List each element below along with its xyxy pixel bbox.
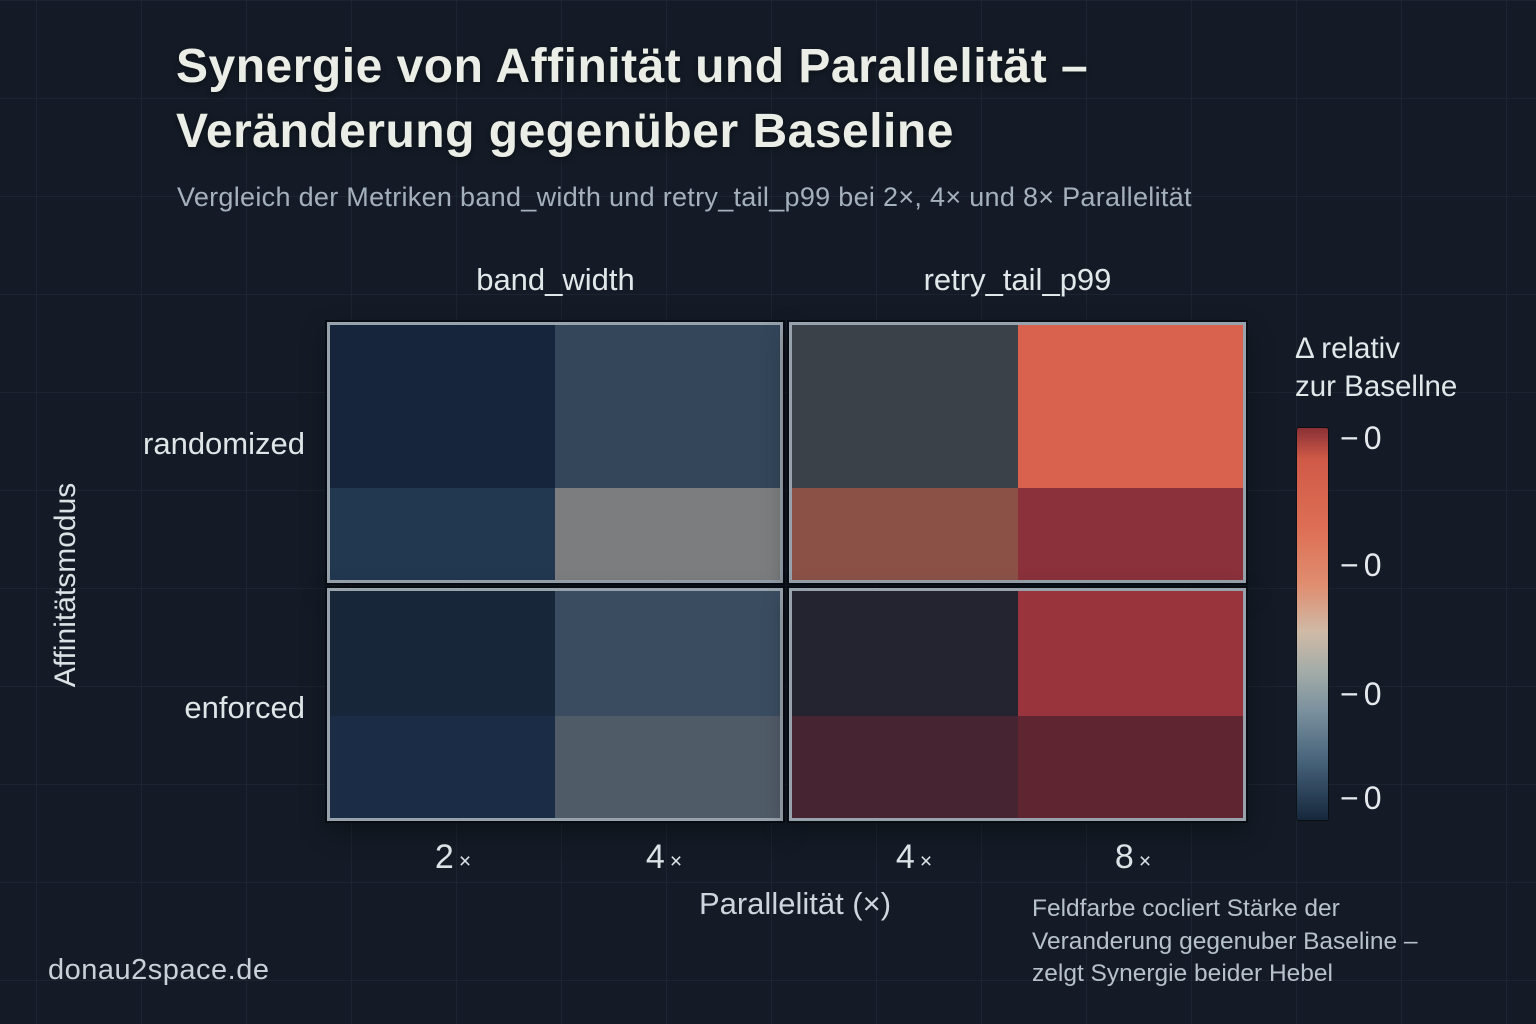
multiply-icon: ×: [1138, 850, 1152, 873]
multiply-icon: ×: [669, 850, 683, 873]
heatmap-cell: [792, 591, 1018, 818]
heatmap-cell: [1017, 591, 1243, 818]
heatmap-cell-band-lower: [1017, 715, 1243, 818]
x-tick-label: 2 ×: [383, 838, 523, 877]
annotation-note: Feldfarbe cocliert Stärke der Veranderun…: [1032, 895, 1418, 987]
colorbar-title: Δ relativ zur Basellne: [1295, 332, 1458, 403]
heatmap-cell: [1017, 325, 1243, 580]
row-label-randomized: randomized: [143, 426, 305, 461]
colorbar-tick-label: −0: [1340, 780, 1387, 817]
heatmap-panel-band-width-randomized: [327, 322, 783, 583]
watermark-text: donau2space.de: [48, 954, 270, 986]
heatmap-cell-band-upper: [555, 591, 780, 716]
heatmap-cell-band-lower: [1017, 488, 1243, 580]
heatmap-panel-band-width-enforced: [327, 588, 783, 821]
x-tick-label: 4 ×: [594, 838, 734, 877]
heatmap-cell-band-upper: [330, 591, 555, 716]
heatmap-cell-band-lower: [330, 488, 555, 580]
colorbar-tick-label: −0: [1340, 419, 1387, 456]
facet-header-retry-tail-p99: retry_tail_p99: [923, 262, 1112, 297]
heatmap-cell: [555, 591, 780, 818]
row-label-enforced: enforced: [184, 690, 305, 725]
x-tick-label: 8 ×: [1063, 838, 1203, 877]
x-tick-value: 4: [895, 838, 915, 876]
heatmap-cell-band-upper: [792, 325, 1018, 489]
heatmap-cell: [555, 325, 780, 580]
heatmap-cell: [330, 591, 555, 818]
heatmap-cell-band-lower: [330, 715, 555, 818]
multiply-icon: ×: [458, 850, 472, 873]
colorbar-tick-label: −0: [1340, 676, 1387, 713]
x-tick-label: 4 ×: [844, 838, 984, 877]
heatmap-cell-band-lower: [555, 488, 780, 580]
x-tick-value: 2: [434, 838, 454, 876]
colorbar-tick-label: −0: [1340, 547, 1387, 584]
heatmap-cell-band-upper: [555, 325, 780, 489]
facet-header-band-width: band_width: [476, 262, 635, 297]
heatmap-cell-band-upper: [792, 591, 1018, 716]
heatmap-panel-retry-tail-p99-randomized: [789, 322, 1246, 583]
heatmap-cell-band-upper: [330, 325, 555, 489]
page-title: Synergie von Affinität und Parallelität …: [176, 40, 1089, 158]
x-tick-value: 8: [1114, 838, 1134, 876]
heatmap-cell: [330, 325, 555, 580]
heatmap-cell-band-upper: [1017, 591, 1243, 716]
x-axis-label: Parallelität (×): [698, 886, 892, 921]
multiply-icon: ×: [919, 850, 933, 873]
y-axis-label: Affinitätsmodus: [49, 482, 82, 688]
heatmap-cell-band-lower: [792, 715, 1018, 818]
page-subtitle: Vergleich der Metriken band_width und re…: [177, 182, 1192, 212]
heatmap-cell: [792, 325, 1018, 580]
heatmap-cell-band-lower: [792, 488, 1018, 580]
colorbar: [1297, 428, 1328, 820]
x-tick-value: 4: [645, 838, 665, 876]
heatmap-cell-band-lower: [555, 715, 780, 818]
heatmap-panel-retry-tail-p99-enforced: [789, 588, 1246, 821]
heatmap-cell-band-upper: [1017, 325, 1243, 489]
